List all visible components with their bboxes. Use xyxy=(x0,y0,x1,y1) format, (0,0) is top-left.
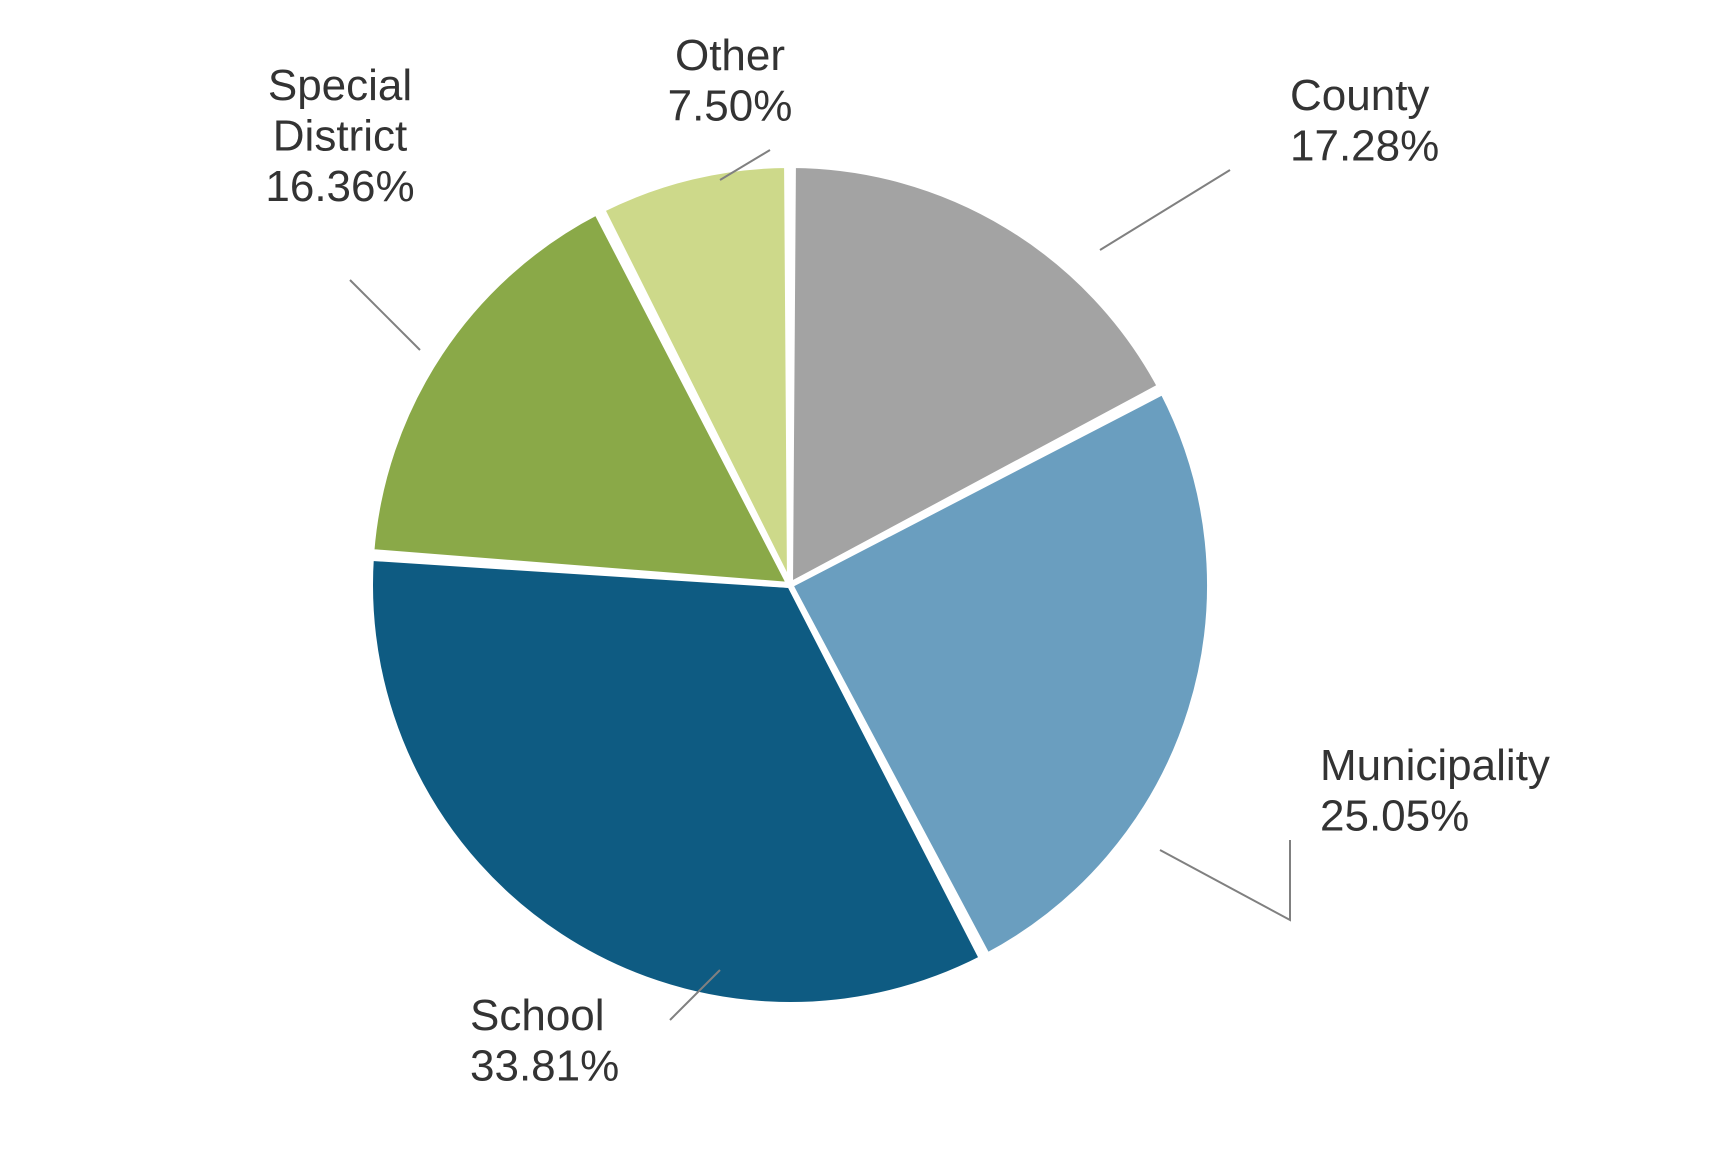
slice-label-county: County17.28% xyxy=(1290,71,1439,171)
slice-label-school: School33.81% xyxy=(470,991,619,1091)
slice-name: Special xyxy=(268,61,412,110)
slice-name: School xyxy=(470,991,605,1040)
slice-name: Municipality xyxy=(1320,741,1550,790)
slice-label-special-district: SpecialDistrict16.36% xyxy=(265,61,414,211)
slice-percent: 16.36% xyxy=(265,162,414,211)
slice-percent: 7.50% xyxy=(668,82,793,131)
slice-name: County xyxy=(1290,71,1429,120)
slice-name: District xyxy=(273,112,407,161)
pie-chart: County17.28% Municipality25.05% School33.8… xyxy=(0,0,1732,1155)
slice-percent: 17.28% xyxy=(1290,122,1439,171)
slice-percent: 25.05% xyxy=(1320,792,1469,841)
slice-label-other: Other7.50% xyxy=(668,31,793,131)
slice-name: Other xyxy=(675,31,785,80)
slice-percent: 33.81% xyxy=(470,1042,619,1091)
